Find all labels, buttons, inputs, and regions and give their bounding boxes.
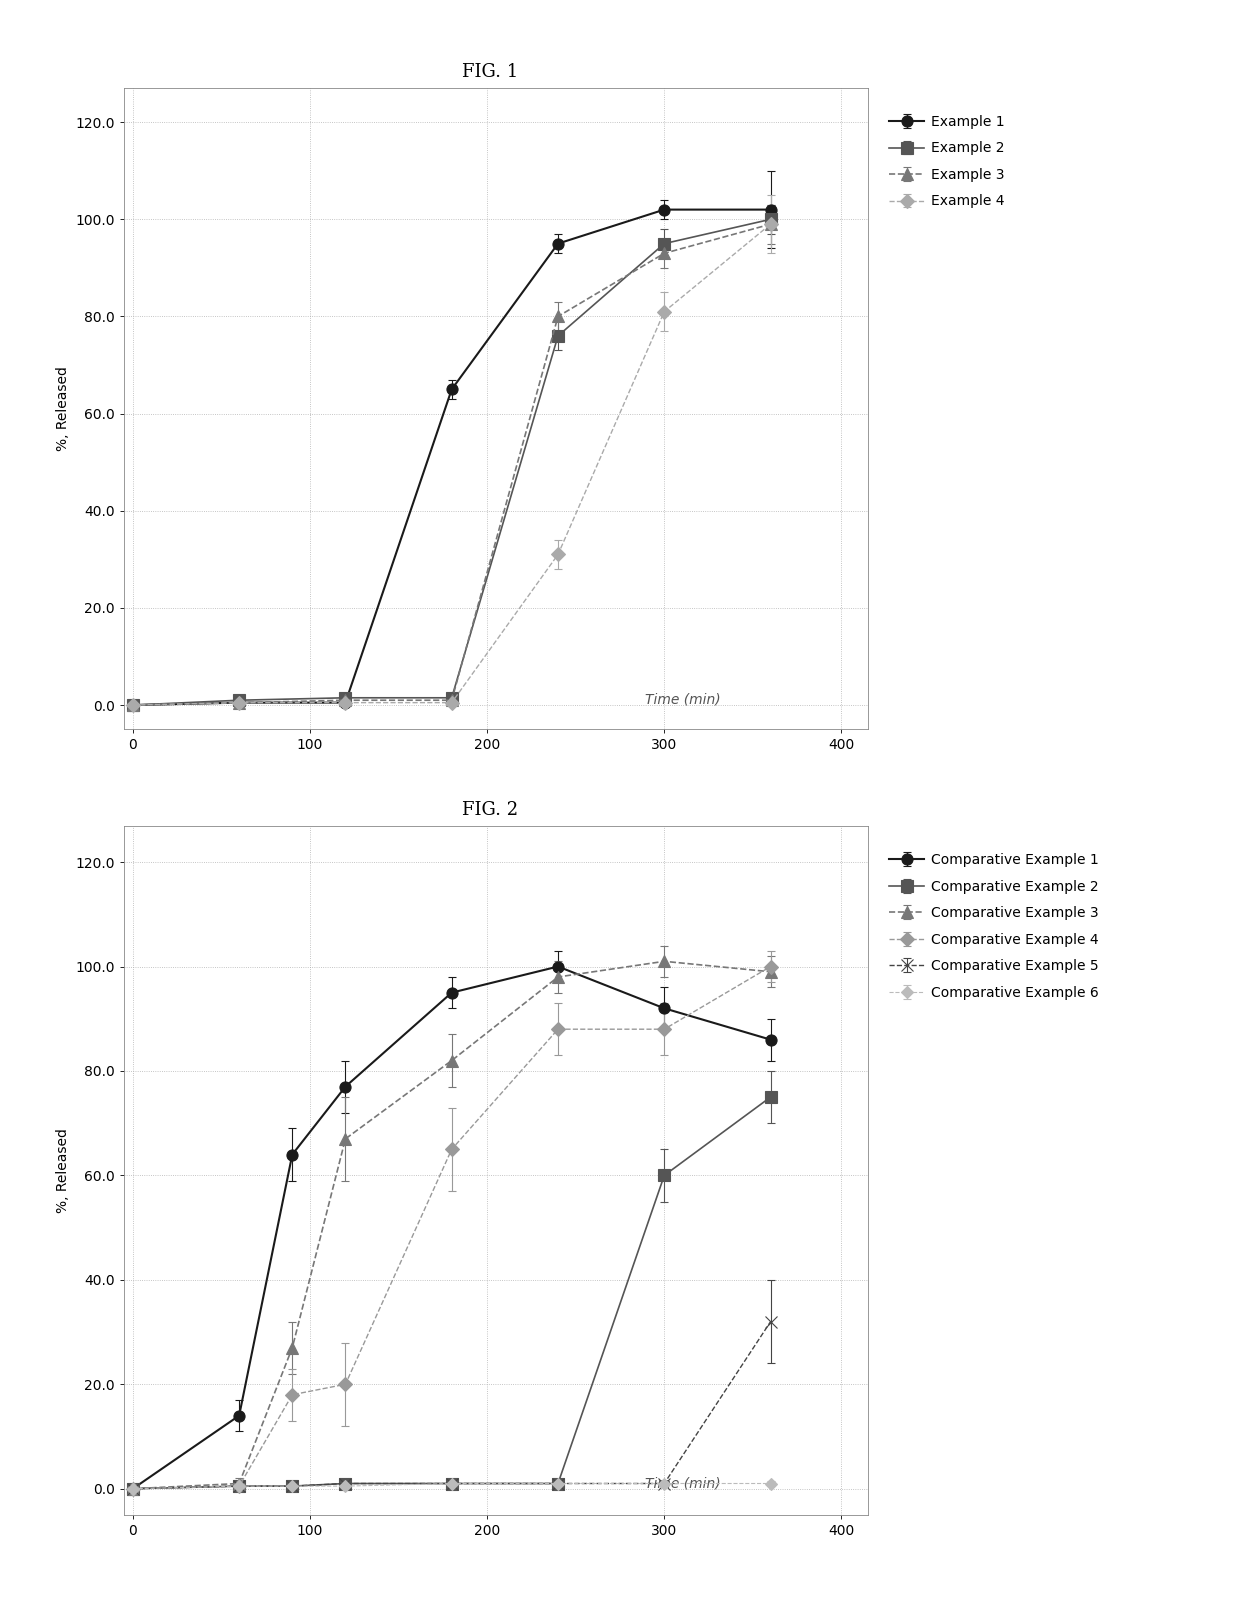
Text: FIG. 2: FIG. 2 (461, 800, 518, 819)
Legend: Example 1, Example 2, Example 3, Example 4: Example 1, Example 2, Example 3, Example… (883, 107, 1012, 215)
Text: Time (min): Time (min) (645, 1476, 720, 1491)
Text: Time (min): Time (min) (645, 692, 720, 707)
Legend: Comparative Example 1, Comparative Example 2, Comparative Example 3, Comparative: Comparative Example 1, Comparative Examp… (883, 846, 1106, 1007)
Text: FIG. 1: FIG. 1 (461, 63, 518, 82)
Y-axis label: %, Released: %, Released (56, 367, 69, 450)
Y-axis label: %, Released: %, Released (56, 1129, 69, 1212)
